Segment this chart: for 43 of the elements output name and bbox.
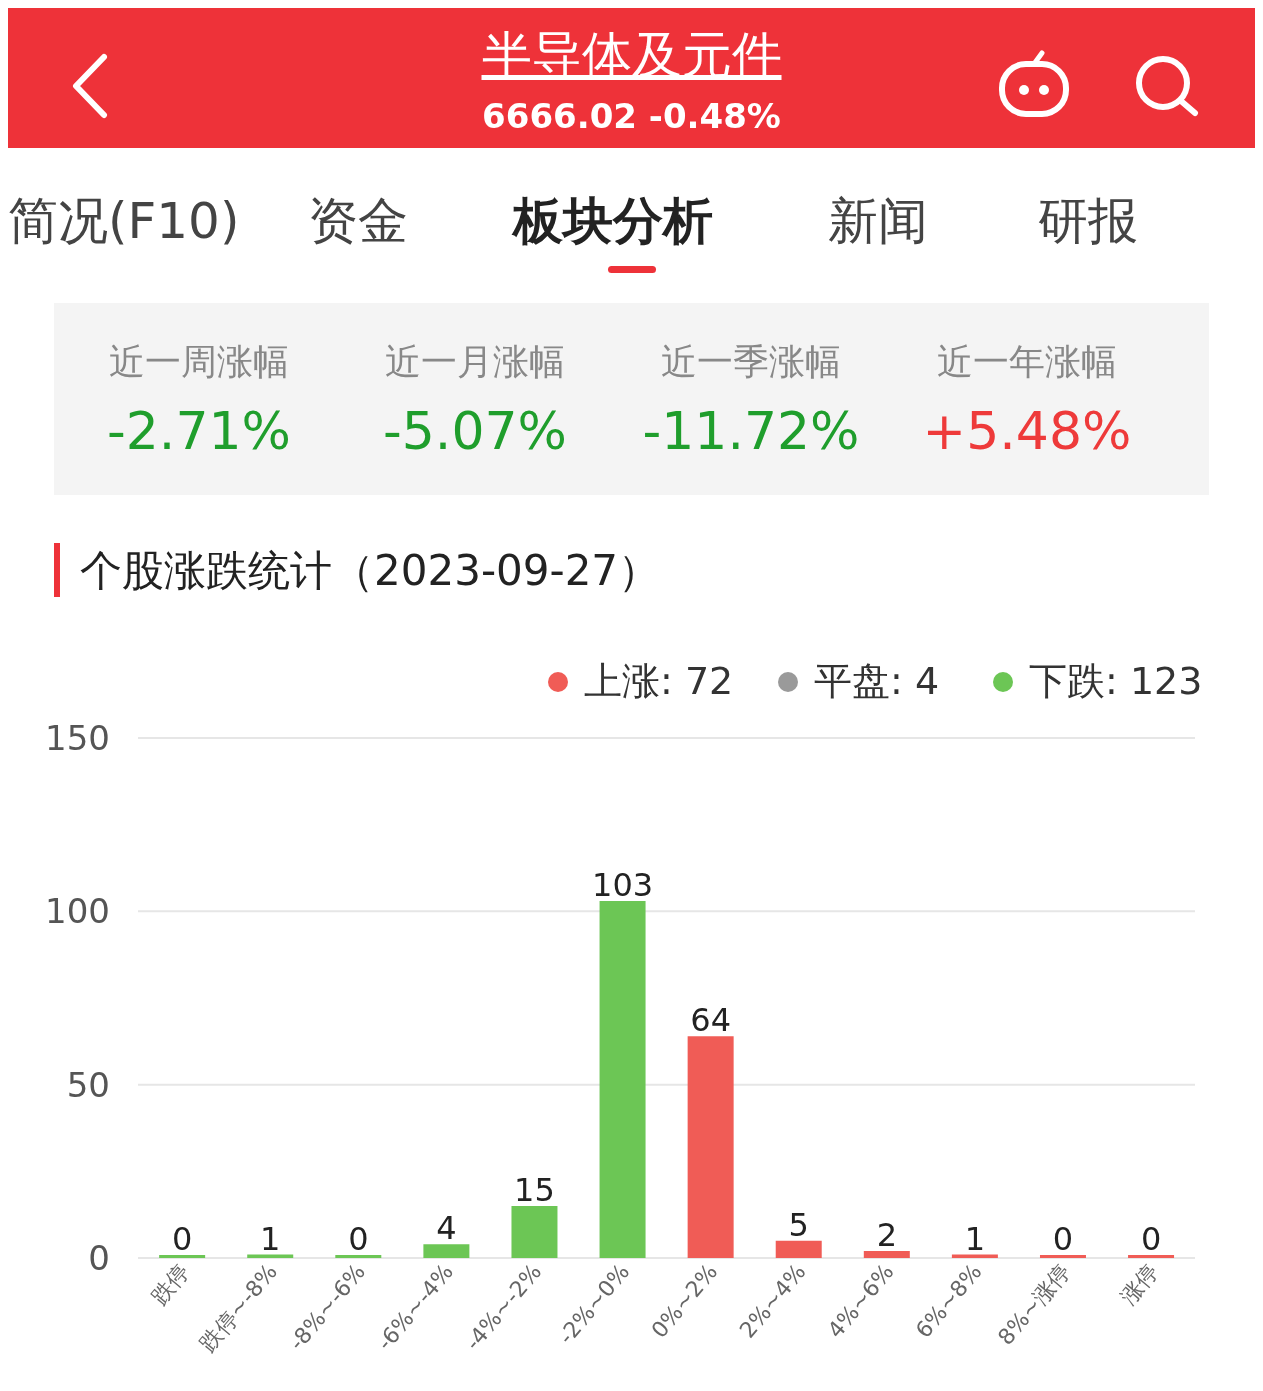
text: -2.71% [106,401,292,461]
y-tick-label: 0 [88,1238,110,1279]
data-label: 0 [1052,1220,1074,1258]
bar [511,1206,558,1258]
text: 平盘: 4 [813,658,940,705]
data-label: 0 [348,1220,369,1258]
bar [423,1244,470,1258]
data-label: 5 [788,1205,809,1244]
bar [775,1240,822,1258]
text: 近一周涨幅 [108,340,290,384]
text: +5.48% [921,401,1133,461]
x-tick-label: 跌停 [146,1259,194,1309]
text: 近一月涨幅 [384,340,566,384]
bar [687,1036,734,1258]
data-label: 64 [690,1001,731,1040]
bar [599,900,646,1258]
text: 6666.02 -0.48% [481,96,782,136]
bar [863,1251,910,1258]
data-label: 103 [592,865,654,904]
text: 上涨: 72 [583,658,734,705]
text: 近一年涨幅 [936,340,1118,384]
data-label: 1 [964,1219,986,1258]
text: 简况(F10) [8,191,240,252]
data-label: 4 [436,1209,457,1248]
y-tick-label: 50 [66,1064,110,1105]
text: 近一季涨幅 [660,340,842,384]
text: 资金 [308,191,408,252]
text: -11.72% [641,401,861,461]
x-tick-label: 涨停 [1115,1259,1163,1309]
data-label: 15 [514,1171,555,1209]
data-label: 1 [260,1219,281,1258]
text: 板块分析 [513,191,713,252]
chart-title: 个股涨跌统计（2023-09-27） [80,545,661,597]
y-tick-label: 100 [45,891,110,932]
text: 半导体及元件 [480,25,783,86]
data-label: 0 [1140,1220,1162,1258]
text: -5.07% [382,401,568,461]
text: 下跌: 123 [1028,658,1203,705]
data-label: 2 [876,1216,897,1255]
y-tick-label: 150 [45,718,110,759]
text: 新闻 [828,191,928,252]
text: 研报 [1038,191,1138,252]
data-label: 0 [171,1220,193,1258]
